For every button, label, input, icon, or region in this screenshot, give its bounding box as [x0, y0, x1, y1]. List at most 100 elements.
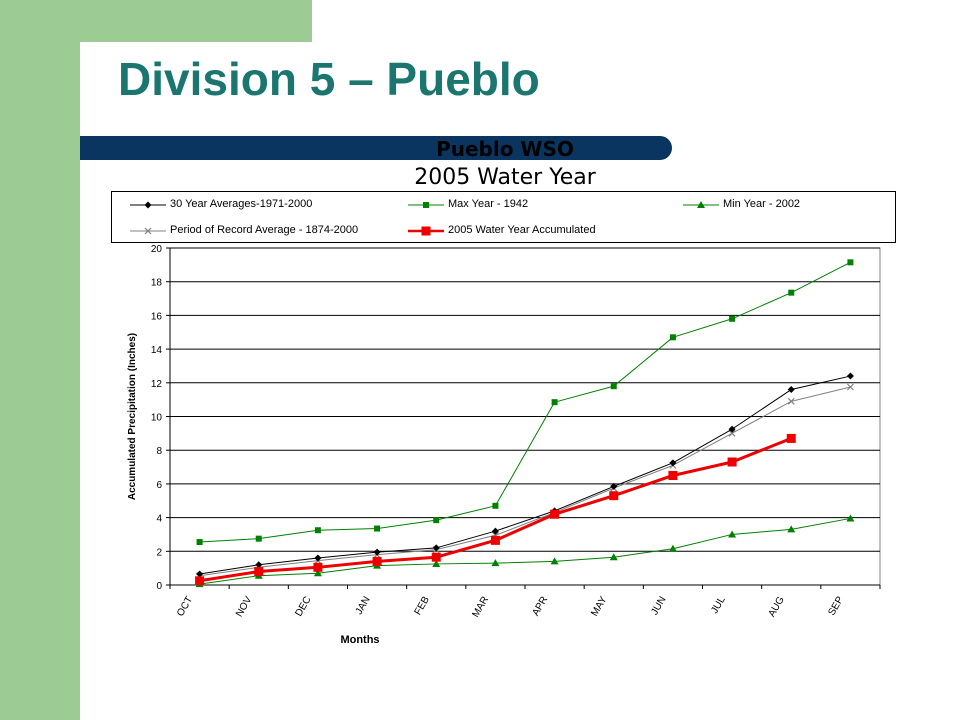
y-tick-label: 6	[156, 480, 162, 491]
legend-label-por: Period of Record Average - 1874-2000	[170, 224, 359, 236]
x-tick-label: MAR	[470, 595, 491, 620]
data-point-max	[433, 517, 440, 524]
x-tick-label: MAY	[589, 594, 609, 618]
series-max	[196, 259, 854, 546]
data-point-max	[196, 539, 203, 546]
data-point-30yr	[728, 425, 736, 433]
data-point-30yr	[491, 527, 499, 535]
legend-marker-max	[408, 202, 444, 208]
legend-marker-por	[130, 227, 166, 235]
data-point-max	[374, 525, 381, 532]
data-point-30yr	[787, 386, 795, 394]
data-point-max	[729, 315, 736, 322]
x-tick-label: DEC	[293, 595, 313, 619]
data-point-30yr	[314, 554, 322, 562]
data-point-max	[847, 259, 854, 266]
data-point-min	[846, 514, 855, 522]
slide-title: Division 5 – Pueblo	[118, 53, 540, 105]
y-axis-title: Accumulated Precipitation (Inches)	[127, 333, 138, 500]
x-tick-label: AUG	[767, 595, 787, 619]
data-point-30yr	[669, 459, 677, 467]
y-tick-label: 2	[156, 547, 162, 558]
data-point-30yr	[255, 561, 263, 569]
y-tick-label: 4	[156, 514, 162, 525]
y-tick-label: 18	[151, 278, 163, 289]
legend-marker-2005	[408, 226, 444, 236]
x-tick-label: NOV	[234, 594, 255, 619]
data-point-30yr	[846, 372, 854, 380]
data-point-min	[432, 559, 441, 567]
x-stroke	[144, 227, 152, 235]
x-tick-label: APR	[530, 595, 550, 618]
data-point-30yr	[432, 544, 440, 552]
data-point-30yr	[196, 570, 204, 578]
data-point-min	[787, 525, 796, 533]
data-point-2005	[609, 491, 619, 501]
series-line-max	[199, 261, 851, 543]
data-point-min	[313, 569, 322, 577]
legend-marker-30yr	[130, 201, 166, 209]
series-line-min	[199, 517, 851, 585]
side-band	[0, 0, 80, 720]
data-point-2005	[431, 552, 441, 562]
y-tick-label: 0	[156, 581, 162, 592]
data-point-30yr	[610, 482, 618, 490]
legend-marker-min	[683, 201, 719, 208]
data-point-2005	[313, 562, 323, 572]
data-point-por	[728, 429, 736, 437]
x-stroke	[846, 383, 854, 391]
data-point-2005	[195, 576, 205, 586]
data-point-por	[846, 383, 854, 391]
x-tick-label: JAN	[354, 595, 373, 617]
data-point-max	[492, 502, 499, 509]
legend-label-2005: 2005 Water Year Accumulated	[448, 224, 596, 236]
legend-symbol	[144, 201, 152, 209]
chart-subtitle: 2005 Water Year	[414, 165, 596, 190]
legend-symbol	[697, 201, 705, 208]
y-tick-label: 8	[156, 446, 162, 457]
data-point-max	[610, 383, 617, 390]
y-tick-label: 14	[151, 345, 163, 356]
x-tick-label: JUN	[649, 595, 668, 617]
data-point-min	[609, 553, 618, 561]
chart-title-bar	[80, 136, 672, 160]
y-tick-label: 16	[151, 311, 163, 322]
data-point-2005	[668, 470, 678, 480]
data-point-max	[255, 535, 262, 542]
y-tick-label: 10	[151, 413, 163, 424]
data-point-min	[491, 559, 500, 567]
data-point-min	[728, 530, 737, 538]
data-point-por	[787, 397, 795, 405]
chart-legend: 30 Year Averages-1971-2000 Max Year - 19…	[111, 191, 896, 243]
data-point-min	[668, 544, 677, 552]
x-tick-label: OCT	[175, 595, 195, 619]
series-2005	[195, 433, 796, 586]
legend-symbol	[144, 227, 152, 235]
legend-symbol	[423, 202, 429, 208]
data-point-2005	[786, 433, 796, 443]
x-tick-label: JUL	[709, 594, 728, 615]
data-point-2005	[550, 509, 560, 519]
x-tick-label: FEB	[413, 594, 432, 617]
x-stroke	[728, 429, 736, 437]
series-line-por	[199, 386, 851, 577]
data-point-2005	[254, 567, 264, 577]
data-point-2005	[372, 556, 382, 566]
top-band	[0, 0, 312, 42]
data-point-max	[314, 527, 321, 534]
chart-title: Pueblo WSO	[436, 137, 574, 161]
data-point-min	[550, 557, 559, 565]
series-line-30yr	[199, 375, 851, 575]
data-point-max	[551, 399, 558, 406]
data-point-30yr	[373, 548, 381, 556]
legend-symbol	[421, 226, 431, 236]
x-tick-label: SEP	[827, 594, 847, 617]
legend-label-max: Max Year - 1942	[448, 198, 529, 210]
legend-label-min: Min Year - 2002	[723, 198, 801, 210]
x-stroke	[787, 397, 795, 405]
legend-label-30yr: 30 Year Averages-1971-2000	[170, 198, 313, 210]
data-point-2005	[490, 535, 500, 545]
data-point-max	[669, 334, 676, 341]
data-point-2005	[727, 457, 737, 467]
